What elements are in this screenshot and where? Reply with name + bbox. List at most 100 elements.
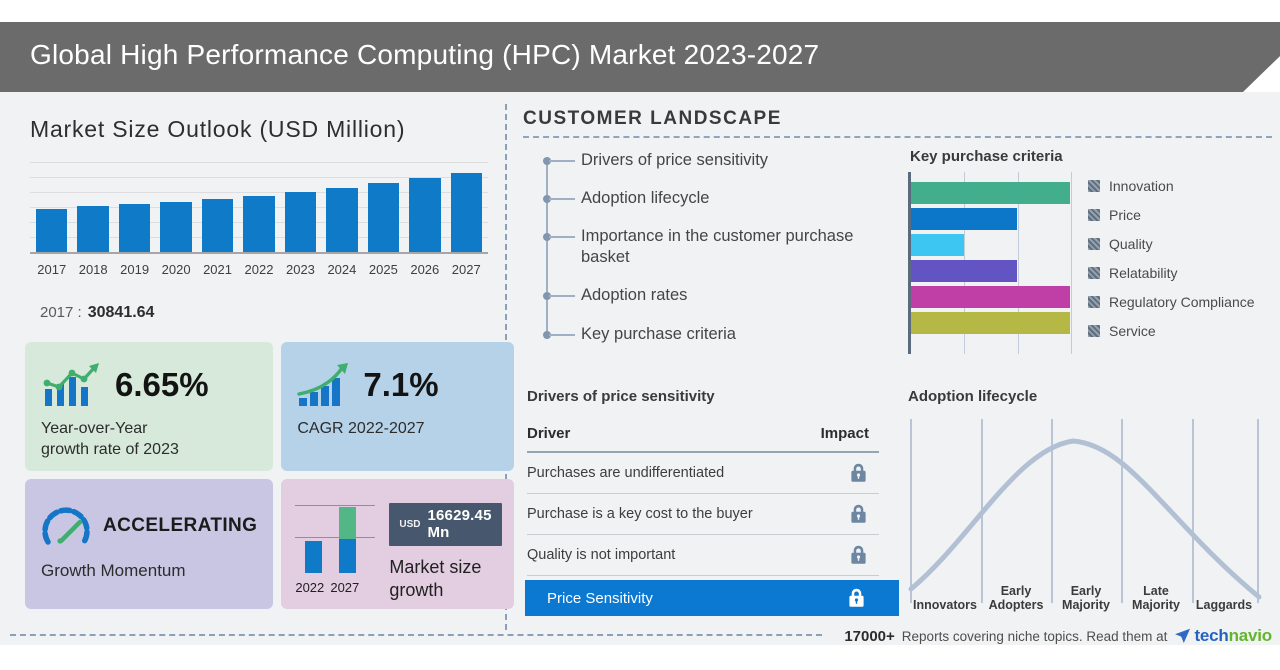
year-axis-label: 2022	[244, 262, 274, 277]
year-axis-label: 2027	[451, 262, 481, 277]
yoy-desc-line1: Year-over-Year	[41, 420, 148, 437]
bar-chart-trend-icon	[43, 363, 99, 406]
purchase-criteria-bar	[911, 234, 964, 256]
technavio-logo: tech navio	[1174, 626, 1272, 646]
lifecycle-stage-label: Innovators	[913, 598, 977, 613]
cagr-card: 7.1% CAGR 2022-2027	[281, 342, 514, 471]
growth-momentum-card: ACCELERATING Growth Momentum	[25, 479, 274, 609]
lock-icon	[850, 545, 867, 565]
lifecycle-stage-label: Late Majority	[1132, 583, 1180, 613]
market-size-bar-chart	[30, 162, 488, 254]
growth-mini-chart: 2022 2027	[293, 489, 379, 595]
year-axis-label: 2024	[327, 262, 357, 277]
brand-tech: tech	[1194, 626, 1229, 645]
lifecycle-stage-label: Early Adopters	[988, 583, 1044, 613]
market-size-bar	[367, 183, 400, 252]
market-size-bar	[118, 203, 151, 252]
lifecycle-stage-label: Laggards	[1195, 598, 1253, 613]
market-size-bar	[201, 199, 234, 252]
yoy-growth-card: 6.65% Year-over-Year growth rate of 2023	[25, 342, 274, 471]
yoy-desc-line2: growth rate of 2023	[41, 441, 179, 459]
adoption-lifecycle-section: Adoption lifecycle Innovators Early Adopt…	[905, 388, 1273, 615]
currency-label: USD	[399, 518, 421, 530]
title-banner: Global High Performance Computing (HPC) …	[0, 22, 1280, 92]
legend-swatch-icon	[1088, 209, 1100, 221]
growth-arrow-bars-icon	[297, 363, 349, 406]
usd-amount-badge: USD 16629.45 Mn	[389, 503, 502, 546]
landscape-item-label: Adoption rates	[581, 286, 688, 305]
lock-icon	[848, 588, 865, 608]
purchase-criteria-bar	[911, 312, 1070, 334]
growth-desc-line1: Market size	[389, 557, 482, 577]
year-axis-label: 2021	[203, 262, 232, 277]
footer-text: Reports covering niche topics. Read them…	[901, 628, 1168, 644]
momentum-desc: Growth Momentum	[41, 561, 186, 580]
landscape-list-item: Drivers of price sensitivity	[543, 150, 888, 171]
landscape-item-label: Importance in the customer purchase bask…	[581, 227, 854, 267]
driver-row: Quality is not important	[527, 535, 879, 576]
driver-row: Purchase is a key cost to the buyer	[527, 494, 879, 535]
driver-label: Price Sensitivity	[547, 589, 653, 607]
driver-row: Purchases are undifferentiated	[527, 453, 879, 494]
driver-row: Price Sensitivity	[525, 580, 899, 616]
landscape-list-item: Adoption rates	[543, 285, 888, 306]
legend-swatch-icon	[1088, 296, 1100, 308]
technavio-plane-icon	[1175, 628, 1191, 643]
year-axis-label: 2017	[37, 262, 67, 277]
legend-item: Regulatory Compliance	[1088, 294, 1255, 310]
landscape-list-item: Key purchase criteria	[543, 324, 888, 345]
market-size-chart-title: Market Size Outlook (USD Million)	[30, 116, 406, 142]
driver-label: Purchase is a key cost to the buyer	[527, 506, 753, 522]
base-year-note: 2017 : 30841.64	[40, 304, 154, 322]
adoption-lifecycle-chart: Innovators Early Adopters Early Majority La…	[905, 409, 1273, 615]
market-size-bar	[450, 172, 482, 252]
driver-label: Purchases are undifferentiated	[527, 465, 725, 481]
infographic-body: Market Size Outlook (USD Million) 2017 20…	[0, 92, 1280, 645]
growth-desc-line2: growth	[389, 580, 444, 601]
year-axis-label: 2019	[120, 262, 150, 277]
legend-swatch-icon	[1088, 238, 1100, 250]
key-purchase-criteria-title: Key purchase criteria	[910, 148, 1063, 165]
market-size-x-axis: 2017 2018 2019 2020 2021 2022 2023 2024 2025 2026…	[30, 262, 488, 277]
legend-label: Regulatory Compliance	[1109, 294, 1255, 310]
market-size-growth-card: 2022 2027 USD 16629.45 Mn Market size gr…	[281, 479, 514, 609]
lifecycle-stage-label: Early Majority	[1062, 583, 1110, 613]
purchase-criteria-bar	[911, 286, 1070, 308]
legend-label: Innovation	[1109, 178, 1174, 194]
footer: 17000+ Reports covering niche topics. Re…	[844, 626, 1272, 646]
price-drivers-title: Drivers of price sensitivity	[527, 388, 715, 405]
legend-item: Relatability	[1088, 265, 1255, 281]
brand-navio: navio	[1228, 626, 1273, 645]
page-title: Global High Performance Computing (HPC) …	[30, 39, 820, 70]
mini-bar-2022	[305, 541, 323, 573]
legend-swatch-icon	[1088, 180, 1100, 192]
market-size-bar	[243, 195, 275, 252]
driver-label: Quality is not important	[527, 547, 676, 563]
price-drivers-section: Drivers of price sensitivity Driver Impa…	[525, 388, 899, 616]
adoption-lifecycle-title: Adoption lifecycle	[908, 388, 1038, 405]
landscape-item-label: Adoption lifecycle	[581, 189, 710, 208]
criteria-legend: Innovation Price Quality Relatability Re…	[1088, 178, 1255, 339]
report-count: 17000+	[844, 627, 895, 645]
legend-label: Relatability	[1109, 265, 1178, 281]
year-axis-label: 2023	[285, 262, 315, 277]
legend-label: Quality	[1109, 236, 1153, 252]
base-year-label: 2017 :	[40, 304, 82, 321]
legend-item: Quality	[1088, 236, 1255, 252]
legend-item: Price	[1088, 207, 1255, 223]
market-size-bar	[160, 201, 192, 252]
year-axis-label: 2026	[410, 262, 440, 277]
banner-fold-decoration	[1244, 56, 1280, 92]
mini-bar-2027	[339, 507, 357, 573]
footer-dashed-rule	[10, 634, 822, 636]
base-year-value: 30841.64	[87, 304, 155, 321]
momentum-status: ACCELERATING	[103, 515, 258, 536]
kpi-cards: 6.65% Year-over-Year growth rate of 2023…	[25, 342, 514, 609]
market-size-bar	[77, 206, 109, 252]
market-size-bar	[284, 191, 317, 252]
customer-landscape-heading: CUSTOMER LANDSCAPE	[523, 108, 782, 129]
market-size-bar	[36, 209, 68, 252]
purchase-criteria-bar	[911, 182, 1070, 204]
customer-landscape-list: Drivers of price sensitivity Adoption li…	[543, 150, 888, 345]
purchase-criteria-bar	[911, 208, 1018, 230]
